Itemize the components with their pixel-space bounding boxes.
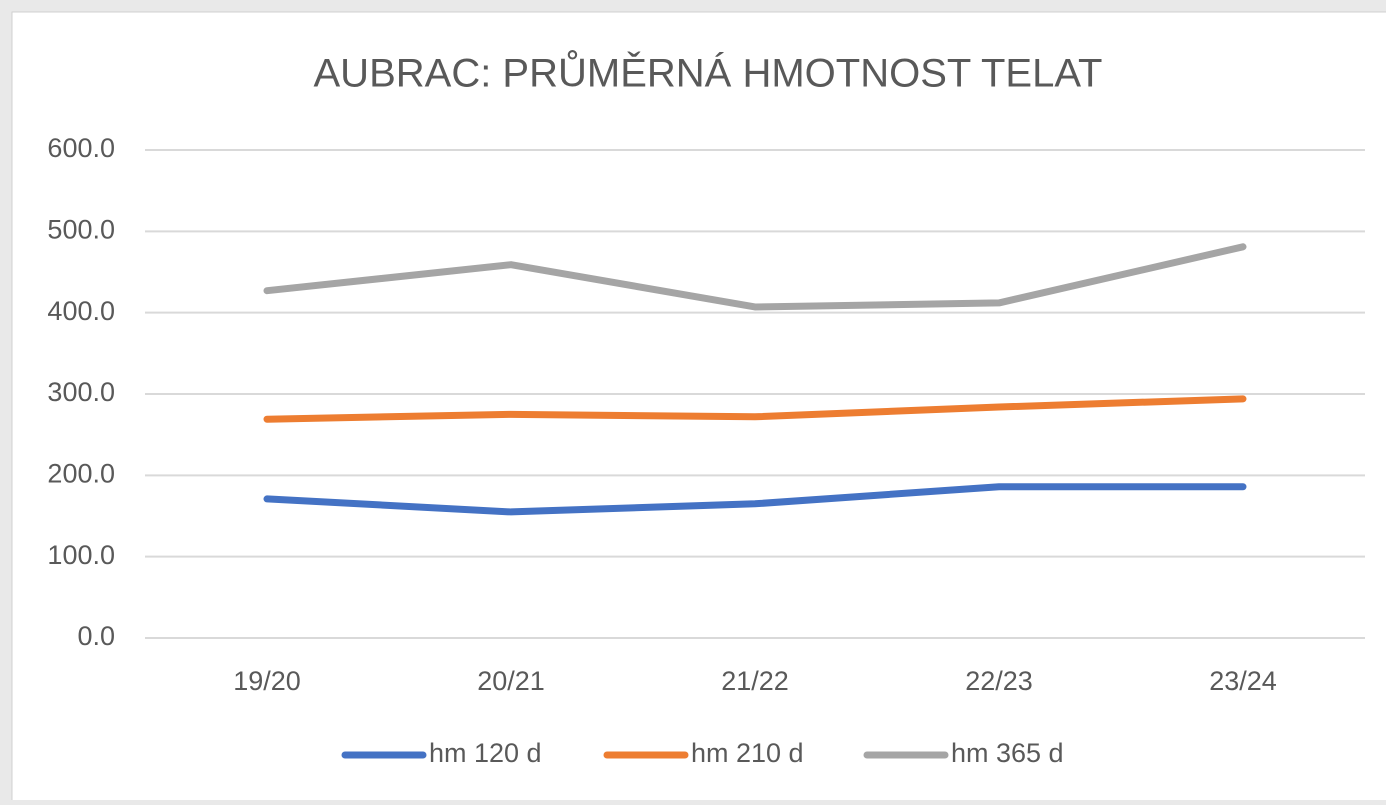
series-line	[263, 243, 1247, 311]
series-line	[263, 483, 1247, 516]
x-tick-label: 21/22	[721, 666, 789, 696]
chart-title: AUBRAC: PRŮMĚRNÁ HMOTNOST TELAT	[314, 49, 1103, 96]
y-tick-label: 600.0	[47, 133, 115, 163]
y-tick-label: 300.0	[47, 377, 115, 407]
y-tick-label: 200.0	[47, 458, 115, 488]
chart-panel	[11, 11, 1386, 805]
x-tick-label: 23/24	[1209, 666, 1277, 696]
y-tick-label: 400.0	[47, 296, 115, 326]
series-line	[263, 395, 1247, 423]
legend-label: hm 365 d	[951, 738, 1064, 768]
legend-label: hm 120 d	[429, 738, 542, 768]
x-tick-label: 20/21	[477, 666, 545, 696]
x-tick-label: 22/23	[965, 666, 1033, 696]
y-tick-label: 100.0	[47, 540, 115, 570]
y-tick-label: 500.0	[47, 214, 115, 244]
y-tick-label: 0.0	[77, 621, 115, 651]
x-tick-label: 19/20	[233, 666, 301, 696]
legend-label: hm 210 d	[691, 738, 804, 768]
